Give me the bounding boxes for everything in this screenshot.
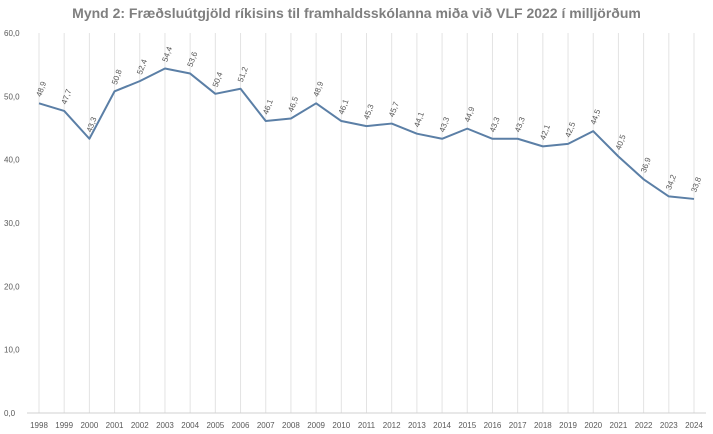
x-tick-label: 2006 <box>232 421 250 430</box>
x-tick-label: 2000 <box>80 421 98 430</box>
data-label: 44,5 <box>589 108 603 126</box>
data-label: 48,9 <box>34 80 48 98</box>
y-tick-label: 20,0 <box>4 282 20 291</box>
data-label: 44,1 <box>412 110 426 128</box>
data-label: 42,1 <box>538 123 552 141</box>
x-tick-label: 2018 <box>534 421 552 430</box>
x-tick-label: 2017 <box>509 421 527 430</box>
data-label: 36,9 <box>639 156 653 174</box>
x-tick-label: 2002 <box>131 421 149 430</box>
x-tick-label: 2021 <box>610 421 628 430</box>
data-label: 45,3 <box>362 103 376 121</box>
data-label: 53,6 <box>186 50 200 68</box>
x-tick-label: 1999 <box>55 421 73 430</box>
x-tick-label: 2022 <box>635 421 653 430</box>
x-tick-label: 2011 <box>358 421 376 430</box>
x-tick-label: 2023 <box>660 421 678 430</box>
x-tick-label: 2020 <box>584 421 602 430</box>
y-tick-label: 30,0 <box>4 219 20 228</box>
data-label: 50,4 <box>211 70 225 88</box>
x-tick-label: 2019 <box>559 421 577 430</box>
x-tick-label: 2004 <box>181 421 199 430</box>
x-tick-label: 2005 <box>206 421 224 430</box>
x-tick-label: 2015 <box>458 421 476 430</box>
x-tick-label: 2014 <box>433 421 451 430</box>
data-label: 48,9 <box>312 80 326 98</box>
x-tick-label: 2016 <box>484 421 502 430</box>
x-tick-label: 2010 <box>332 421 350 430</box>
x-tick-label: 1998 <box>30 421 48 430</box>
data-label: 46,1 <box>337 97 351 115</box>
x-tick-label: 2001 <box>106 421 124 430</box>
data-label: 40,5 <box>614 133 628 151</box>
y-tick-label: 50,0 <box>4 92 20 101</box>
chart-title: Mynd 2: Fræðsluútgjöld ríkisins til fram… <box>72 5 641 21</box>
x-tick-label: 2013 <box>408 421 426 430</box>
data-label: 47,7 <box>60 87 74 105</box>
x-tick-label: 2024 <box>685 421 703 430</box>
series-line <box>38 67 695 200</box>
y-tick-label: 0,0 <box>4 409 16 418</box>
data-label: 44,9 <box>463 105 477 123</box>
data-label: 50,8 <box>110 68 124 86</box>
x-tick-label: 2007 <box>257 421 275 430</box>
x-tick-label: 2009 <box>307 421 325 430</box>
x-tick-label: 2008 <box>282 421 300 430</box>
data-label: 46,1 <box>261 97 275 115</box>
data-label: 43,3 <box>488 115 502 133</box>
data-label: 42,5 <box>563 120 577 138</box>
data-label: 43,3 <box>513 115 527 133</box>
data-label: 33,8 <box>689 175 703 193</box>
data-label: 52,4 <box>135 58 149 76</box>
y-tick-label: 10,0 <box>4 346 20 355</box>
x-tick-label: 2003 <box>156 421 174 430</box>
x-tick-label: 2012 <box>383 421 401 430</box>
data-label: 43,3 <box>437 115 451 133</box>
y-tick-label: 60,0 <box>4 29 20 38</box>
data-label: 34,2 <box>664 173 678 191</box>
data-label: 46,5 <box>286 95 300 113</box>
data-label: 51,2 <box>236 65 250 83</box>
y-tick-label: 40,0 <box>4 156 20 165</box>
data-label: 54,4 <box>160 45 174 63</box>
data-label: 45,7 <box>387 100 401 118</box>
